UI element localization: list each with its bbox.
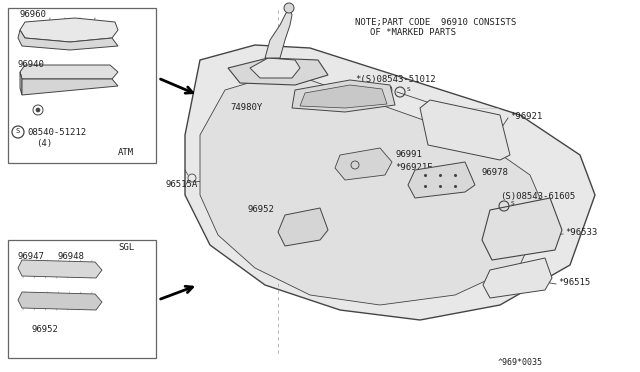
Text: *96921E: *96921E xyxy=(395,163,433,172)
Polygon shape xyxy=(420,100,510,160)
Polygon shape xyxy=(265,10,292,58)
Text: 96940: 96940 xyxy=(18,60,45,69)
Text: (2): (2) xyxy=(378,86,394,95)
Text: S: S xyxy=(15,128,19,134)
Text: NOTE;PART CODE  96910 CONSISTS: NOTE;PART CODE 96910 CONSISTS xyxy=(355,18,516,27)
Polygon shape xyxy=(20,72,22,95)
Text: (4): (4) xyxy=(36,139,52,148)
Text: 96952: 96952 xyxy=(31,325,58,334)
Polygon shape xyxy=(18,292,102,310)
Polygon shape xyxy=(300,85,387,108)
Polygon shape xyxy=(22,79,118,95)
Polygon shape xyxy=(228,58,328,85)
Text: ^969*0035: ^969*0035 xyxy=(498,358,543,367)
Text: *(S)08543-51012: *(S)08543-51012 xyxy=(355,75,436,84)
Text: *96533: *96533 xyxy=(565,228,597,237)
Text: S: S xyxy=(511,201,515,206)
Polygon shape xyxy=(482,198,562,260)
Polygon shape xyxy=(18,260,102,278)
Text: (4): (4) xyxy=(518,205,534,214)
Polygon shape xyxy=(20,18,118,42)
Polygon shape xyxy=(18,30,118,50)
Text: S: S xyxy=(407,87,411,92)
Polygon shape xyxy=(185,45,595,320)
Text: 74980Y: 74980Y xyxy=(230,103,262,112)
Polygon shape xyxy=(250,58,300,78)
Polygon shape xyxy=(20,65,118,79)
Text: OF *MARKED PARTS: OF *MARKED PARTS xyxy=(370,28,456,37)
Polygon shape xyxy=(335,148,392,180)
Text: 96978: 96978 xyxy=(482,168,509,177)
Text: 96952: 96952 xyxy=(248,205,275,214)
FancyBboxPatch shape xyxy=(8,240,156,358)
Text: *96515: *96515 xyxy=(558,278,590,287)
Text: ATM: ATM xyxy=(118,148,134,157)
FancyBboxPatch shape xyxy=(8,8,156,163)
Text: (S)08543-61605: (S)08543-61605 xyxy=(500,192,575,201)
Circle shape xyxy=(36,108,40,112)
Circle shape xyxy=(284,3,294,13)
Text: 96947: 96947 xyxy=(18,252,45,261)
Polygon shape xyxy=(278,208,328,246)
Polygon shape xyxy=(292,80,395,112)
Text: 96948: 96948 xyxy=(58,252,85,261)
Text: 96515A: 96515A xyxy=(165,180,197,189)
Text: SGL: SGL xyxy=(118,243,134,252)
Text: 08540-51212: 08540-51212 xyxy=(27,128,86,137)
Text: *96921: *96921 xyxy=(510,112,542,121)
Polygon shape xyxy=(408,162,475,198)
Text: 96991: 96991 xyxy=(395,150,422,159)
Polygon shape xyxy=(483,258,552,298)
Text: 96960: 96960 xyxy=(20,10,47,19)
Polygon shape xyxy=(200,78,545,305)
